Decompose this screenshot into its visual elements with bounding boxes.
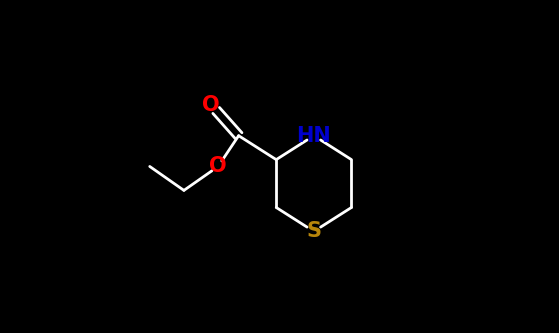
Text: HN: HN — [296, 126, 331, 146]
Text: O: O — [202, 95, 220, 115]
Text: O: O — [209, 157, 227, 176]
Text: S: S — [306, 221, 321, 241]
